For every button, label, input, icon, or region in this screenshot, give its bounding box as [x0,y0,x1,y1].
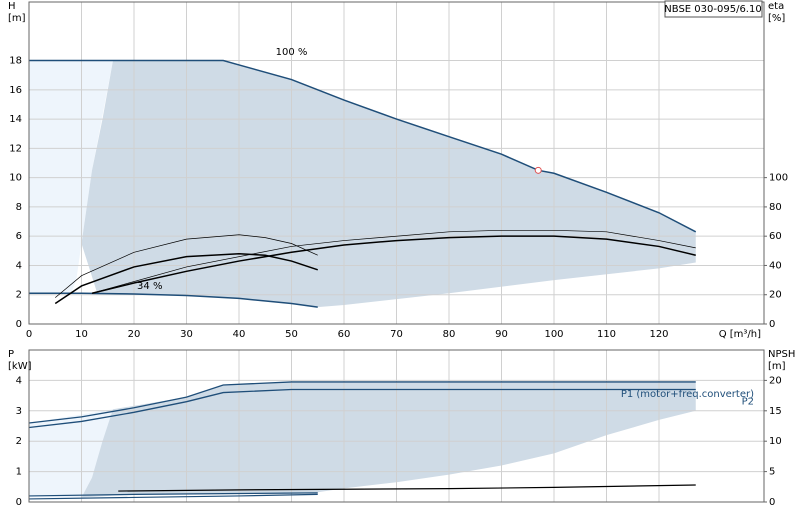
y2-tick-label: 80 [769,202,782,213]
panel: 0 2 4 6 8 10 12 14 16 18 0 20 40 60 80 100 0 10 20 30 40 50 60… [8,1,788,340]
y-axis-label: [kW] [8,361,32,372]
x-tick-label: 50 [285,329,298,340]
y2-tick-label: 60 [769,231,782,242]
panel: P1 (motor+freq.converter)P2 0 1 2 3 4 0 5 10 15 20… [8,349,795,508]
y-tick-label: 18 [9,56,22,67]
y2-tick-label: 20 [769,375,782,386]
y-tick-label: 2 [16,290,22,301]
y-tick-label: 10 [9,173,22,184]
y2-tick-label: 20 [769,290,782,301]
x-tick-label: 0 [26,329,32,340]
curve [91,235,696,294]
y2-tick-label: 15 [769,406,782,417]
y2-tick-label: 40 [769,260,782,271]
y-axis-label: [m] [8,13,26,24]
curve [54,252,318,305]
y-tick-label: 8 [16,202,22,213]
x-tick-label: 40 [233,329,246,340]
plot-frame [28,1,765,325]
y-axis-label: H [8,1,16,12]
y-tick-label: 4 [16,375,22,386]
y-tick-label: 4 [16,260,22,271]
curve [28,388,696,429]
y2-axis-label: [m] [768,361,786,372]
x-axis-label: Q [m³/h] [719,329,761,340]
x-tick-label: 90 [495,329,508,340]
y2-axis-label: eta [768,1,784,12]
y-tick-label: 1 [16,467,22,478]
y2-axis-label: [%] [768,13,785,24]
x-tick-label: 110 [597,329,616,340]
legend-title: NBSE 030-095/6.10 [664,4,761,15]
y-tick-label: 14 [9,114,22,125]
plot-frame [28,349,765,503]
y-tick-label: 16 [9,85,22,96]
curve [28,493,318,500]
y2-axis-label: NPSH [768,349,795,360]
y2-tick-label: 100 [769,173,788,184]
curve [28,381,696,424]
curve [29,292,318,308]
operating-point [534,166,542,174]
x-tick-label: 20 [128,329,141,340]
y-tick-label: 0 [16,497,22,508]
y-tick-label: 0 [16,319,22,330]
y-axis-label: P [8,349,14,360]
curve [28,492,318,497]
y2-tick-label: 0 [769,497,775,508]
x-tick-label: 60 [338,329,351,340]
curve [55,234,318,298]
legend-box [664,0,763,18]
y-tick-label: 6 [16,231,22,242]
y-tick-label: 3 [16,406,22,417]
y2-tick-label: 5 [769,467,775,478]
x-tick-label: 30 [180,329,193,340]
annotation: 100 % [276,47,308,58]
x-tick-label: 100 [544,329,563,340]
legend-label: P2 [742,397,754,408]
x-tick-label: 120 [649,329,668,340]
annotation: 34 % [137,281,162,292]
curve [29,59,697,233]
curve [118,484,696,492]
x-tick-label: 80 [443,329,456,340]
y-tick-label: 2 [16,436,22,447]
operating-range [81,60,696,308]
legend-label: P1 (motor+freq.converter) [621,389,754,400]
curve [91,229,696,294]
y2-tick-label: 10 [769,436,782,447]
y2-tick-label: 0 [769,319,775,330]
y-tick-label: 12 [9,143,22,154]
x-tick-label: 70 [390,329,403,340]
operating-range [29,409,113,498]
x-tick-label: 10 [75,329,88,340]
